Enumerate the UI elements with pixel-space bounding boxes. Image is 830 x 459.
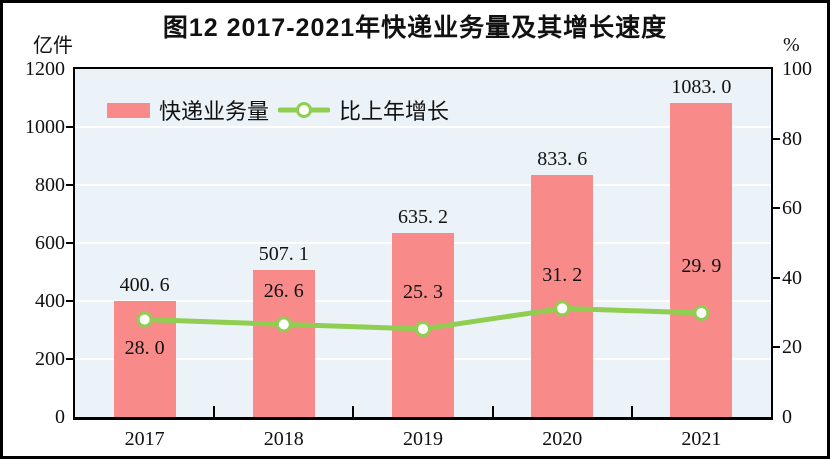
left-axis-tick-label: 800	[35, 174, 65, 196]
right-axis-tick-label: 60	[782, 197, 802, 220]
x-axis-tick	[491, 406, 494, 417]
left-axis-tick	[66, 242, 75, 244]
x-axis-label-2019: 2019	[403, 428, 443, 450]
left-axis-tick-label: 1200	[25, 58, 65, 80]
growth-point-marker	[275, 316, 292, 333]
growth-point-marker	[554, 300, 571, 317]
growth-value-label: 29. 9	[681, 254, 722, 277]
bar-value-label: 400. 6	[119, 273, 170, 296]
gridline	[75, 126, 771, 128]
bar-2020	[531, 175, 594, 417]
bar-value-label: 635. 2	[398, 205, 448, 228]
right-axis-tick	[771, 207, 780, 210]
x-axis-tick	[630, 406, 633, 417]
growth-value-label: 28. 0	[124, 336, 165, 359]
right-axis-tick-label: 40	[782, 266, 802, 289]
right-axis-unit: %	[783, 34, 800, 56]
legend-bar-swatch-icon	[107, 102, 150, 118]
growth-point-marker	[693, 304, 710, 321]
left-axis-tick	[66, 126, 75, 128]
left-axis-tick-label: 1000	[25, 116, 65, 138]
growth-value-label: 25. 3	[403, 280, 443, 303]
left-axis-tick-label: 200	[35, 348, 65, 370]
bar-2018	[252, 269, 315, 417]
right-axis-tick-label: 0	[782, 406, 792, 428]
left-axis-tick	[66, 184, 75, 186]
gridline	[75, 184, 771, 186]
x-axis-label-2018: 2018	[263, 428, 304, 450]
bar-value-label: 833. 6	[537, 148, 588, 171]
growth-line-layer	[136, 300, 710, 337]
x-axis-label-2017: 2017	[124, 428, 165, 450]
legend-line-label: 比上年增长	[339, 99, 450, 124]
bar-value-label: 507. 1	[258, 242, 309, 265]
right-axis-tick-label: 20	[782, 336, 802, 359]
x-axis-label-2020: 2020	[542, 428, 583, 450]
bar-2021	[670, 102, 733, 417]
growth-value-label: 26. 6	[263, 280, 304, 303]
right-axis-tick-label: 100	[782, 58, 812, 80]
x-axis-label-2021: 2021	[681, 428, 722, 450]
right-axis-tick	[771, 137, 780, 140]
x-axis-tick	[213, 406, 216, 417]
legend: 快递业务量 比上年增长	[107, 97, 450, 124]
bar-value-label: 1083. 0	[671, 75, 732, 98]
x-axis-tick	[352, 406, 355, 417]
growth-value-label: 31. 2	[542, 264, 583, 287]
left-axis-tick-label: 600	[35, 232, 65, 254]
right-axis-tick-label: 80	[782, 127, 802, 150]
chart-title: 图12 2017-2021年快递业务量及其增长速度	[162, 14, 668, 42]
left-axis-tick	[66, 358, 75, 360]
left-axis-tick	[66, 300, 75, 302]
left-axis-tick-label: 0	[55, 406, 65, 428]
right-axis-tick	[771, 276, 780, 279]
left-axis-unit: 亿件	[33, 35, 73, 57]
legend-bar-label: 快递业务量	[159, 99, 270, 124]
legend-line-swatch-icon	[278, 102, 331, 118]
right-axis-tick	[771, 346, 780, 349]
left-axis-tick-label: 400	[35, 290, 65, 312]
growth-point-marker	[415, 320, 431, 337]
growth-point-marker	[136, 311, 153, 328]
